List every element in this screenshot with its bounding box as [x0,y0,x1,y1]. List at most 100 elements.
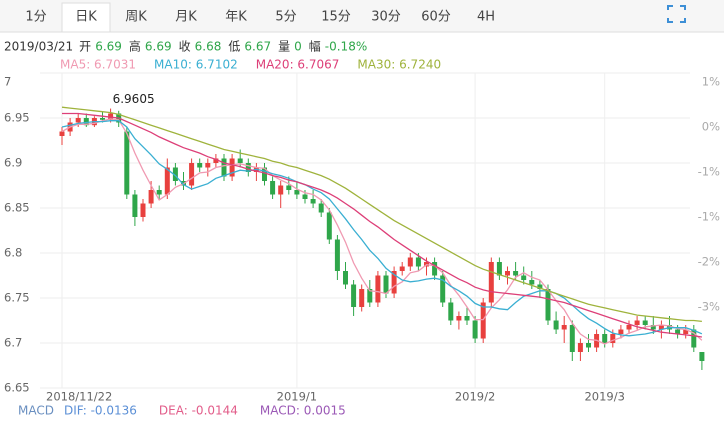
candle-body [310,199,316,204]
candle-body [229,158,235,177]
candle-body [561,325,567,330]
candle-body [675,329,681,334]
tab-active-bg[interactable] [61,2,111,33]
candle-body [513,271,519,276]
tab[interactable]: 年K [225,10,247,25]
y2-tick-label: -1% [698,209,720,223]
tab[interactable]: 周K [125,10,147,25]
header-label: 量 [278,40,290,54]
fullscreen-glyph[interactable] [667,5,686,23]
candle-body [334,239,340,271]
candle-body [172,167,178,181]
candle-body [610,334,616,343]
ma-line [61,120,703,337]
candle-body [367,289,373,303]
ma-line [61,106,702,323]
ma-legend: MA30: 6.7240 [357,58,441,72]
candle-body [318,203,324,213]
y2-tick-label: -3% [698,299,720,313]
header-value: -0.18% [325,40,367,54]
candle-body [351,284,357,307]
candle-body [642,320,648,325]
candle-body [650,325,656,330]
candle-body [294,190,300,195]
ma-legend: MA20: 6.7067 [256,58,340,72]
tab[interactable]: 60分 [421,10,451,25]
candle-body [496,262,502,276]
fullscreen-icon[interactable] [667,5,686,23]
y-tick-label: 6.7 [4,336,22,350]
candle-body [472,320,478,339]
tab[interactable]: 月K [175,10,197,25]
candle-body [488,262,494,303]
x-tick-label: 2019/1 [277,390,317,404]
candle-body [270,181,276,195]
header-label: 收 [179,40,191,54]
candle-body [456,316,462,321]
candle-body [658,325,664,330]
candle-body [213,158,219,163]
y-tick-label: 6.8 [4,246,22,260]
candle-body [634,320,640,325]
tab[interactable]: 30分 [371,10,401,25]
candle-body [75,118,81,123]
ma-legend: MA5: 6.7031 [60,58,136,72]
candle-body [205,163,211,168]
candle-body [553,320,559,330]
tab[interactable]: 15分 [321,10,351,25]
footer-field: DEA: -0.0144 [159,404,238,418]
y2-tick-label: -2% [698,254,720,268]
toolbar [0,0,724,32]
footer-field: DIF: -0.0136 [64,404,137,418]
annotation: 6.9605 [113,92,155,106]
candle-body [618,329,624,334]
ma-line [62,112,702,338]
candle-body [100,118,105,120]
tab[interactable]: 4H [477,10,495,25]
x-tick-label: 2018/11/22 [46,390,112,404]
candle-body [699,352,705,361]
header-value: 6.69 [145,40,172,54]
candle-body [432,262,438,276]
header-label: 幅 [309,39,321,54]
candle-body [399,266,405,271]
candle-body [464,316,470,321]
header-value: 0 [294,40,302,54]
candle-body [189,163,195,186]
tab[interactable]: 1分 [25,10,46,25]
candle-body [59,131,65,136]
candle-body [537,284,543,289]
header-date: 2019/03/21 [4,40,73,54]
y-tick-label: 7 [4,75,11,89]
candle-body [586,343,591,348]
candle-body [448,302,454,321]
candle-body [440,275,446,303]
y-tick-label: 6.95 [4,111,30,125]
candle-body [278,185,284,195]
ma-line [61,118,703,345]
candle-body [375,275,381,303]
candle-body [602,334,608,343]
tab[interactable]: 5分 [275,10,296,25]
candle-body [237,158,243,163]
candle-body [221,158,227,177]
header-value: 6.68 [195,40,222,54]
candle-body [691,329,697,348]
candle-body [343,271,348,285]
header-label: 低 [228,40,240,54]
candle-body [326,212,332,240]
x-tick-label: 2019/2 [455,390,495,404]
candle-body [124,131,130,195]
candle-body [383,275,389,294]
header-value: 6.69 [95,40,122,54]
tab[interactable]: 日K [75,10,97,25]
candle-body [245,163,251,172]
candle-body [577,343,583,352]
candle-body [148,190,154,204]
candle-body [480,302,486,339]
candle-body [132,194,138,217]
candle-body [505,271,510,276]
candle-body [569,325,575,352]
y2-tick-label: -1% [698,164,720,178]
